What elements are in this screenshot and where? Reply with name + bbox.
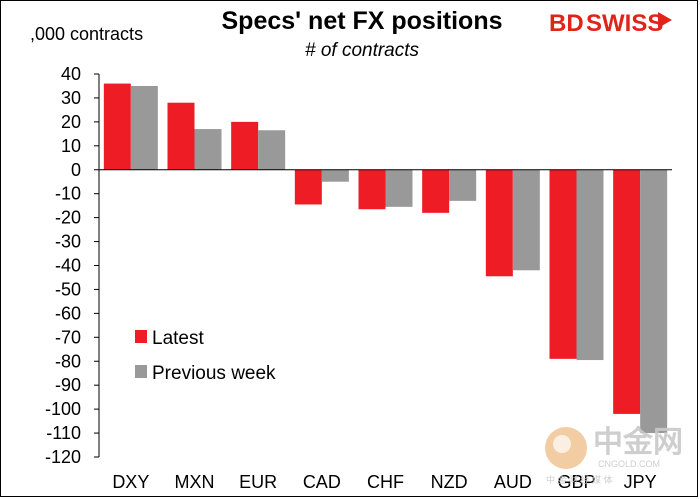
- brand-logo-swiss: SWISS: [586, 10, 663, 37]
- y-tick-label: -80: [55, 351, 81, 371]
- y-tick-label: -120: [45, 447, 81, 467]
- bar-chf-latest: [358, 169, 386, 210]
- brand-arrow-icon: [658, 12, 672, 28]
- y-tick-label: -110: [46, 423, 81, 443]
- bar-chf-previous-week: [385, 169, 413, 207]
- x-category-label: NZD: [431, 472, 468, 492]
- bar-nzd-previous-week: [449, 169, 477, 201]
- watermark: 中金网 CNGOLD.COM 中 金 财 经 媒 体: [545, 425, 683, 485]
- watermark-sub: 中 金 财 经 媒 体: [546, 474, 613, 485]
- bar-dxy-previous-week: [130, 85, 158, 170]
- y-axis-unit-label: ,000 contracts: [30, 24, 143, 44]
- bar-gbp-previous-week: [576, 169, 604, 361]
- watermark-url: CNGOLD.COM: [598, 459, 660, 469]
- legend-swatch-previous-week: [135, 365, 147, 378]
- y-tick-label: 30: [61, 88, 81, 108]
- chart-title: Specs' net FX positions: [222, 7, 503, 35]
- bar-jpy-latest: [613, 169, 641, 414]
- y-tick-label: -20: [55, 208, 81, 228]
- bar-nzd-latest: [422, 169, 450, 213]
- y-tick-label: -60: [55, 303, 81, 323]
- bar-aud-latest: [485, 169, 513, 277]
- x-category-label: JPY: [624, 472, 657, 492]
- legend-swatch-latest: [135, 330, 147, 343]
- bar-mxn-previous-week: [194, 129, 222, 170]
- bar-dxy-latest: [103, 83, 131, 170]
- x-category-label: EUR: [239, 472, 277, 492]
- y-tick-label: -100: [45, 399, 81, 419]
- chart-subtitle: # of contracts: [305, 40, 420, 61]
- x-category-label: AUD: [494, 472, 532, 492]
- bar-aud-previous-week: [512, 169, 540, 271]
- x-category-label: MXN: [175, 472, 215, 492]
- legend-label-previous-week: Previous week: [152, 363, 276, 384]
- y-tick-label: -90: [55, 375, 81, 395]
- watermark-chinese: 中金网: [593, 425, 683, 459]
- bar-cad-latest: [294, 169, 322, 205]
- x-axis-labels: DXY MXN EUR CAD CHF NZD AUD GBP JPY: [112, 472, 656, 492]
- y-tick-label: 10: [61, 136, 81, 156]
- x-category-label: CAD: [303, 472, 341, 492]
- bar-jpy-previous-week: [640, 169, 668, 434]
- watermark-logo-inner-icon: [553, 435, 571, 453]
- bar-gbp-latest: [549, 169, 577, 359]
- bar-eur-latest: [231, 121, 259, 170]
- x-category-label: DXY: [112, 472, 149, 492]
- bar-eur-previous-week: [258, 130, 286, 170]
- bar-mxn-latest: [167, 102, 195, 170]
- y-tick-label: -70: [55, 327, 81, 347]
- y-tick-label: -10: [55, 184, 81, 204]
- y-axis: 40 30 20 10 0 -10 -20 -30 -40 -50 -60 -70 -80 -90 -100…: [45, 64, 99, 467]
- y-tick-label: -50: [55, 279, 81, 299]
- y-tick-label: -40: [55, 256, 81, 276]
- legend-label-latest: Latest: [152, 328, 204, 349]
- y-tick-label: 20: [61, 112, 81, 132]
- legend: Latest Previous week: [135, 328, 276, 384]
- x-category-label: GBP: [557, 472, 595, 492]
- y-tick-label: 40: [61, 64, 81, 84]
- bar-cad-previous-week: [321, 169, 349, 182]
- x-category-label: CHF: [367, 472, 404, 492]
- y-tick-label: -30: [55, 232, 81, 252]
- bars: [103, 83, 668, 434]
- brand-logo-bd: BD: [549, 10, 584, 37]
- y-tick-label: 0: [71, 160, 81, 180]
- brand-logo: BD SWISS: [549, 10, 672, 37]
